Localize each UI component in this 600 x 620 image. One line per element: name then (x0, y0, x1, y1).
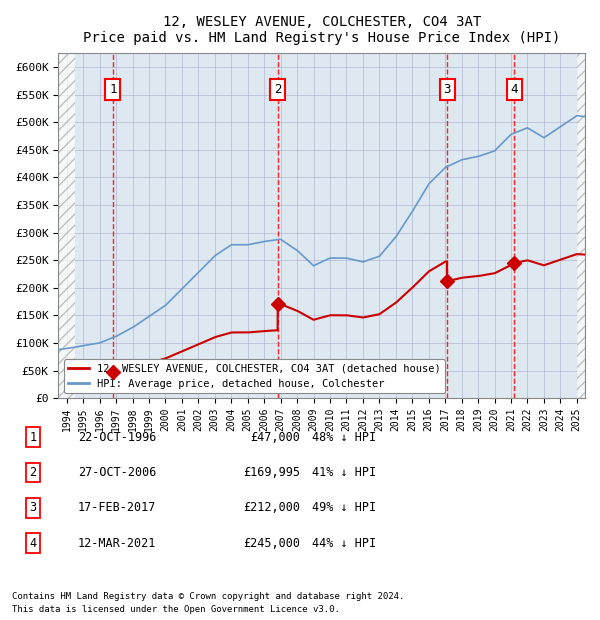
Text: 4: 4 (29, 537, 37, 549)
Text: 44% ↓ HPI: 44% ↓ HPI (312, 537, 376, 549)
Text: 3: 3 (29, 502, 37, 514)
Text: 27-OCT-2006: 27-OCT-2006 (78, 466, 157, 479)
Text: Contains HM Land Registry data © Crown copyright and database right 2024.: Contains HM Land Registry data © Crown c… (12, 592, 404, 601)
Text: £245,000: £245,000 (243, 537, 300, 549)
Text: 48% ↓ HPI: 48% ↓ HPI (312, 431, 376, 443)
Text: 49% ↓ HPI: 49% ↓ HPI (312, 502, 376, 514)
Text: £169,995: £169,995 (243, 466, 300, 479)
Text: £212,000: £212,000 (243, 502, 300, 514)
Text: 1: 1 (109, 83, 116, 96)
Text: £47,000: £47,000 (250, 431, 300, 443)
Text: 2: 2 (29, 466, 37, 479)
Text: 2: 2 (274, 83, 281, 96)
Text: 17-FEB-2017: 17-FEB-2017 (78, 502, 157, 514)
Legend: 12, WESLEY AVENUE, COLCHESTER, CO4 3AT (detached house), HPI: Average price, det: 12, WESLEY AVENUE, COLCHESTER, CO4 3AT (… (64, 360, 445, 393)
Title: 12, WESLEY AVENUE, COLCHESTER, CO4 3AT
Price paid vs. HM Land Registry's House P: 12, WESLEY AVENUE, COLCHESTER, CO4 3AT P… (83, 15, 560, 45)
Text: 1: 1 (29, 431, 37, 443)
Text: This data is licensed under the Open Government Licence v3.0.: This data is licensed under the Open Gov… (12, 604, 340, 614)
Text: 41% ↓ HPI: 41% ↓ HPI (312, 466, 376, 479)
Text: 3: 3 (443, 83, 451, 96)
Text: 4: 4 (511, 83, 518, 96)
Text: 22-OCT-1996: 22-OCT-1996 (78, 431, 157, 443)
Text: 12-MAR-2021: 12-MAR-2021 (78, 537, 157, 549)
